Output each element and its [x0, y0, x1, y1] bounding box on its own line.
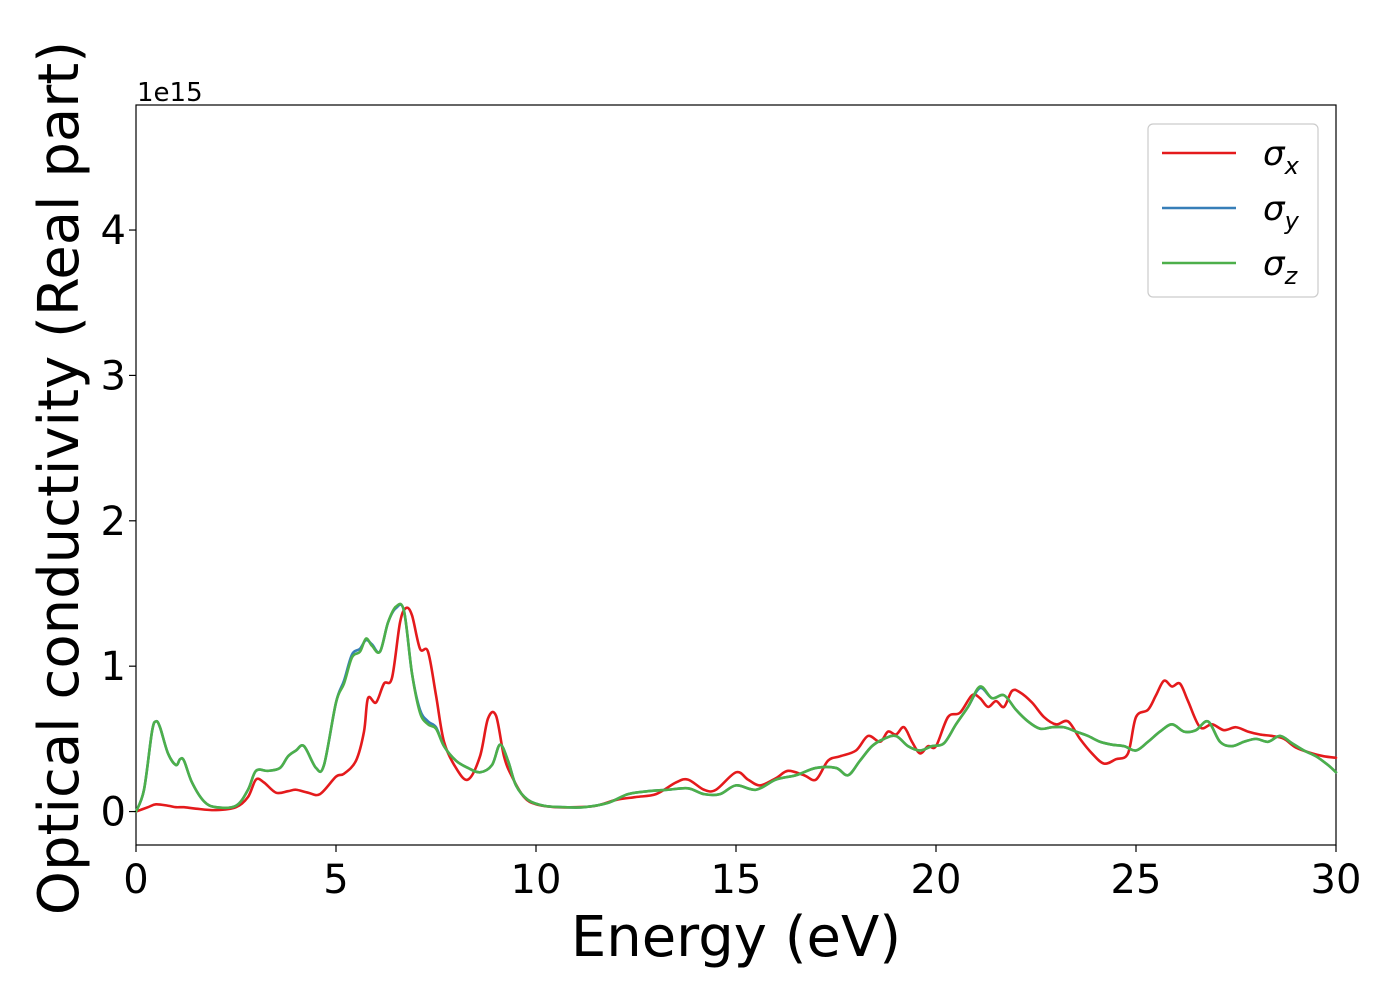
y-offset-label: 1e15: [137, 78, 203, 108]
plot-frame: [135, 104, 1337, 846]
series-layer: [134, 602, 1338, 813]
axes-layer: 0 5 10 15 20 25 30 0 1 2 3 4: [101, 208, 1362, 903]
x-tick-label: 20: [911, 857, 962, 903]
y-axis-title: Optical conductivity (Real part): [27, 41, 92, 915]
series-line-sigma-x: [134, 606, 1338, 813]
legend-label-sigma-y: σy: [1263, 189, 1300, 235]
legend-label-sigma-z: σz: [1263, 244, 1299, 290]
x-tick-label: 10: [511, 857, 562, 903]
series-line-sigma-z: [134, 602, 1338, 813]
x-tick-label: 0: [123, 857, 148, 903]
x-tick-label: 25: [1111, 857, 1162, 903]
y-tick-label: 1: [101, 644, 126, 690]
y-tick-label: 4: [101, 208, 126, 254]
y-tick-label: 2: [101, 499, 126, 545]
x-axis-title: Energy (eV): [571, 905, 901, 970]
x-tick-label: 15: [711, 857, 762, 903]
y-tick-label: 3: [101, 353, 126, 399]
legend: σx σy σz: [1147, 123, 1319, 298]
x-tick-label: 30: [1311, 857, 1362, 903]
plot-area: [135, 104, 1337, 846]
y-tick-label: 0: [101, 790, 126, 836]
legend-label-sigma-x: σx: [1263, 134, 1300, 180]
x-tick-label: 5: [323, 857, 348, 903]
legend-frame: [1147, 123, 1319, 298]
